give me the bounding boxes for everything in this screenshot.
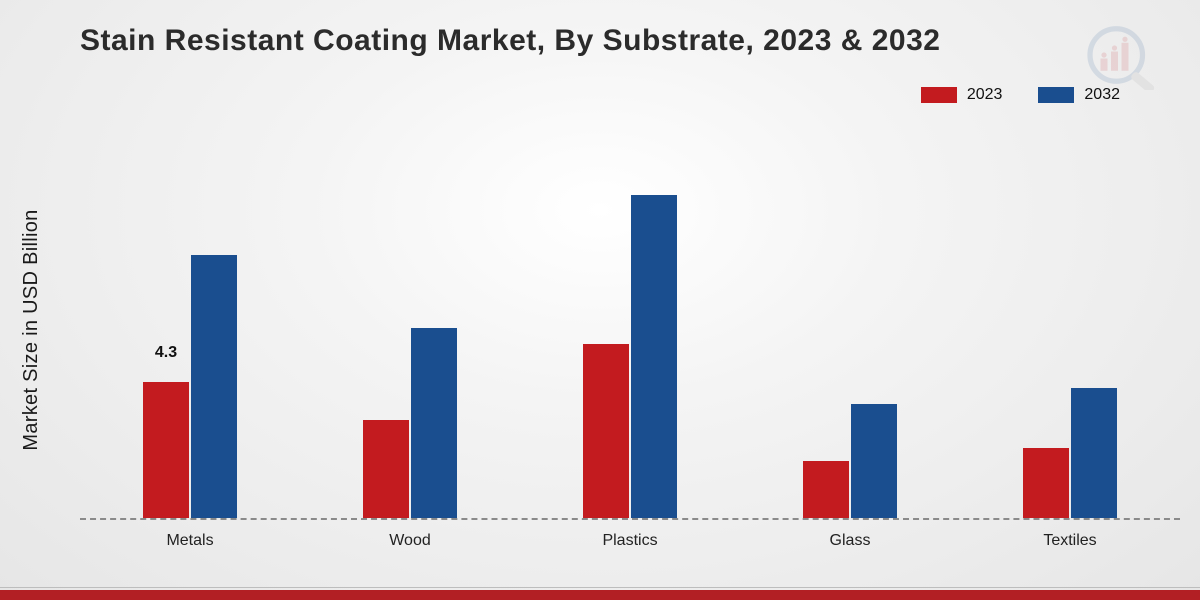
x-label: Wood — [300, 532, 520, 550]
y-axis-label: Market Size in USD Billion — [20, 170, 43, 490]
bar-group — [520, 140, 740, 520]
bar-value-label: 4.3 — [155, 344, 177, 362]
x-label: Textiles — [960, 532, 1180, 550]
bar-pair — [803, 404, 897, 518]
bar-pair — [583, 195, 677, 518]
x-label: Metals — [80, 532, 300, 550]
bar-group — [300, 140, 520, 520]
legend: 2023 2032 — [921, 86, 1120, 104]
logo-bars-icon — [1101, 37, 1129, 71]
plot-area: 4.3 — [80, 140, 1180, 520]
bar-group — [740, 140, 960, 520]
bar-2023 — [803, 461, 849, 518]
page-title: Stain Resistant Coating Market, By Subst… — [80, 24, 940, 58]
footer-separator — [0, 587, 1200, 588]
bar-2032 — [851, 404, 897, 518]
watermark-logo — [1080, 20, 1170, 90]
legend-item-2032: 2032 — [1038, 86, 1120, 104]
bar-2032 — [631, 195, 677, 518]
bar-2023 — [143, 382, 189, 518]
x-axis-baseline — [80, 518, 1180, 520]
bar-2032 — [191, 255, 237, 518]
bar-2023 — [363, 420, 409, 518]
legend-swatch-2032 — [1038, 87, 1074, 103]
legend-label-2032: 2032 — [1084, 86, 1120, 104]
bar-pair — [143, 255, 237, 518]
chart-page: Stain Resistant Coating Market, By Subst… — [0, 0, 1200, 600]
bar-pair — [1023, 388, 1117, 518]
legend-item-2023: 2023 — [921, 86, 1003, 104]
bar-group — [960, 140, 1180, 520]
bar-2032 — [1071, 388, 1117, 518]
x-label: Glass — [740, 532, 960, 550]
bar-2023 — [583, 344, 629, 518]
legend-label-2023: 2023 — [967, 86, 1003, 104]
bar-pair — [363, 328, 457, 518]
bar-groups: 4.3 — [80, 140, 1180, 520]
x-axis-labels: MetalsWoodPlasticsGlassTextiles — [80, 532, 1180, 550]
x-label: Plastics — [520, 532, 740, 550]
legend-swatch-2023 — [921, 87, 957, 103]
footer-bar — [0, 590, 1200, 600]
bar-2032 — [411, 328, 457, 518]
bar-group: 4.3 — [80, 140, 300, 520]
bar-2023 — [1023, 448, 1069, 518]
